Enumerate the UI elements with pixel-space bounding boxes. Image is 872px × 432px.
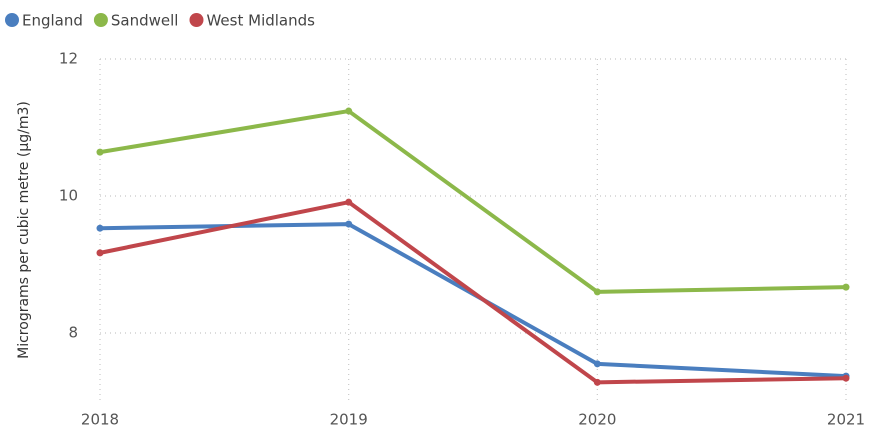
legend-marker: [93, 13, 108, 27]
legend-label: Sandwell: [111, 12, 179, 30]
legend-marker: [5, 13, 19, 27]
y-tick-label: 8: [68, 324, 78, 342]
data-point: [593, 360, 601, 368]
y-axis-label: Micrograms per cubic metre (µg/m3): [16, 101, 32, 359]
legend-marker: [189, 13, 204, 27]
legend-label: West Midlands: [206, 12, 315, 30]
data-point: [96, 224, 104, 232]
data-point: [593, 378, 601, 386]
x-tick-label: 2018: [81, 411, 119, 429]
y-tick-label: 10: [59, 187, 78, 205]
legend-label: England: [22, 12, 83, 30]
series-line: [99, 200, 847, 385]
series-line: [99, 222, 847, 379]
data-point: [345, 107, 353, 115]
data-point: [345, 220, 353, 228]
x-tick-label: 2021: [827, 411, 865, 429]
data-point: [593, 288, 601, 296]
y-tick-label: 12: [59, 50, 78, 68]
data-point: [842, 283, 850, 291]
x-tick-label: 2020: [578, 411, 616, 429]
data-point: [345, 198, 353, 206]
data-point: [842, 374, 850, 382]
x-tick-label: 2019: [330, 411, 368, 429]
data-point: [96, 249, 104, 257]
series-line: [99, 109, 847, 294]
data-point: [96, 148, 104, 156]
